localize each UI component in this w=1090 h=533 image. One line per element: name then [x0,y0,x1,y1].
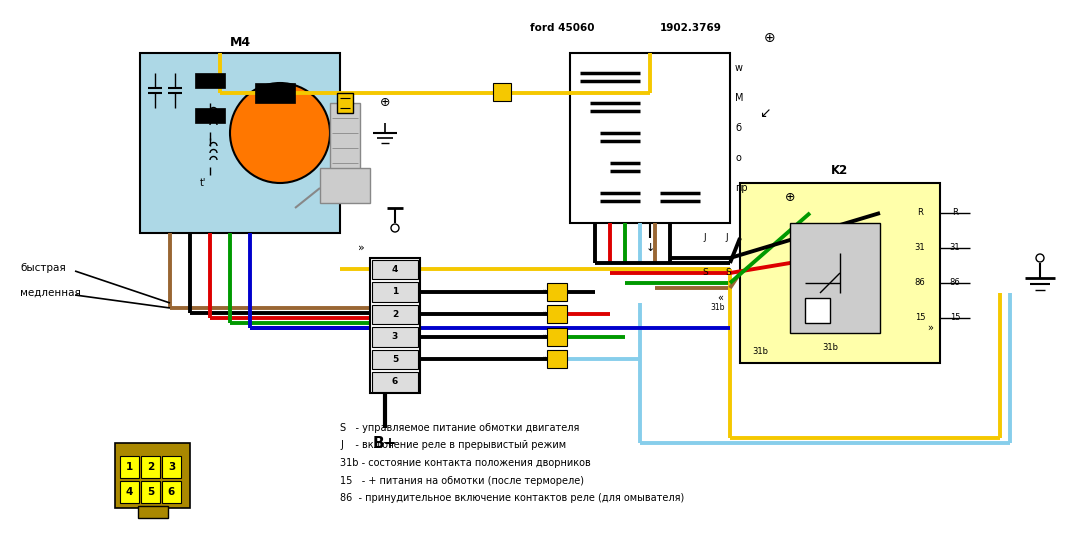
Text: 6: 6 [392,377,398,386]
Text: 1: 1 [125,462,133,472]
Text: М: М [735,93,743,103]
Text: R: R [952,208,958,217]
Bar [141,456,160,478]
Text: пр: пр [735,183,748,193]
Text: »: » [928,323,933,333]
Text: 86: 86 [949,279,960,287]
Bar [547,351,567,368]
Bar [740,183,940,363]
Bar [493,83,511,101]
Text: R: R [917,208,923,217]
Text: 1902.3769: 1902.3769 [661,23,722,33]
Text: 1: 1 [392,287,398,296]
Bar [320,168,370,203]
Bar [120,481,140,503]
Text: B+: B+ [373,435,397,450]
Bar [790,223,880,333]
Text: J: J [725,233,728,243]
Bar [806,298,829,323]
Text: быстрая: быстрая [20,263,65,273]
Text: медленная: медленная [20,288,81,298]
Text: 15: 15 [915,313,925,322]
Bar [137,506,168,518]
Text: 4: 4 [391,265,398,274]
Text: б: б [735,123,741,133]
Text: J    - включение реле в прерывистый режим: J - включение реле в прерывистый режим [340,440,566,450]
Bar [141,481,160,503]
Text: 31b - состояние контакта положения дворников: 31b - состояние контакта положения дворн… [340,458,591,468]
Text: S   - управляемое питание обмотки двигателя: S - управляемое питание обмотки двигател… [340,423,580,433]
Text: ⊕: ⊕ [379,96,390,109]
Text: 5: 5 [392,355,398,364]
Text: 86  - принудительное включение контактов реле (для омывателя): 86 - принудительное включение контактов … [340,493,685,503]
Bar [195,108,225,123]
Bar [547,305,567,324]
Text: 15   - + питания на обмотки (после термореле): 15 - + питания на обмотки (после терморе… [340,475,584,486]
Text: S: S [725,269,730,278]
Bar [372,260,417,279]
Bar [570,53,730,223]
Text: ⊕: ⊕ [764,31,776,45]
Text: S: S [702,269,707,278]
Circle shape [230,83,330,183]
Bar [547,328,567,346]
Bar [116,443,190,508]
Text: «: « [717,293,723,303]
Text: 3: 3 [392,333,398,342]
Bar [195,73,225,88]
Bar [330,103,360,173]
Text: K2: K2 [832,165,849,177]
Text: 6: 6 [168,487,175,497]
Text: 2: 2 [147,462,154,472]
Text: 31: 31 [949,244,960,253]
Circle shape [391,224,399,232]
Text: ford 45060: ford 45060 [530,23,594,33]
Text: 4: 4 [125,487,133,497]
Bar [140,53,340,233]
Bar [372,305,417,324]
Text: 31b: 31b [752,346,768,356]
Text: 3: 3 [168,462,175,472]
Bar [255,83,295,103]
Text: M4: M4 [229,36,251,50]
Text: ↙: ↙ [760,106,771,120]
Text: 31: 31 [915,244,925,253]
Bar [337,93,353,113]
Text: 15: 15 [949,313,960,322]
Bar [120,456,140,478]
Bar [162,481,181,503]
Text: »: » [542,355,547,364]
Bar [372,282,417,302]
Bar [547,283,567,301]
Bar [372,372,417,392]
Bar [162,456,181,478]
Bar [372,327,417,347]
Text: ↓: ↓ [645,243,655,253]
Bar [372,350,417,369]
Text: »: » [542,333,547,342]
Text: »: » [542,287,547,296]
Text: J: J [704,233,706,243]
Text: 31b: 31b [710,303,725,312]
Text: 2: 2 [392,310,398,319]
Text: о: о [735,153,741,163]
Bar [370,258,420,393]
Circle shape [1036,254,1044,262]
Text: »: » [359,243,365,253]
Text: w: w [735,63,743,73]
Text: 5: 5 [147,487,154,497]
Text: 31b: 31b [822,343,838,352]
Text: 86: 86 [915,279,925,287]
Text: »: » [542,310,547,319]
Text: ⊕: ⊕ [785,191,796,205]
Text: t': t' [199,178,206,188]
